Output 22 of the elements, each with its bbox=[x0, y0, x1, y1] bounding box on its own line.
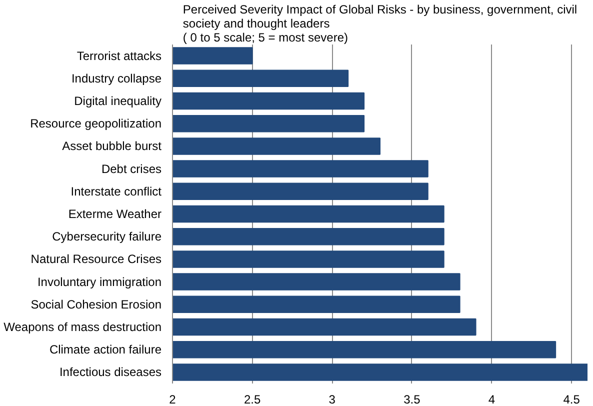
y-tick-label: Natural Resource Crises bbox=[30, 252, 162, 266]
y-tick-label: Exterme Weather bbox=[68, 207, 162, 221]
chart-title: Perceived Severity Impact of Global Risks - by business, government, civil society and thought leaders ( 0 to 5 scale; 5 = most severe) bbox=[182, 2, 578, 44]
x-tick-label: 4.5 bbox=[563, 392, 580, 406]
y-tick-label: Terrorist attacks bbox=[76, 48, 162, 63]
y-tick-label: Involuntary immigration bbox=[37, 274, 162, 289]
y-tick-label: Weapons of mass destruction bbox=[4, 320, 162, 334]
y-tick-label: Asset bubble burst bbox=[62, 139, 162, 154]
x-tick-label: 3.5 bbox=[404, 392, 421, 406]
y-tick-label: Industry collapse bbox=[71, 71, 162, 86]
y-tick-label: Digital inequality bbox=[74, 94, 162, 108]
x-tick-label: 2 bbox=[169, 392, 176, 406]
x-tick-label: 4 bbox=[488, 392, 496, 406]
y-tick-label: Social Cohesion Erosion bbox=[30, 297, 162, 312]
y-tick-label: Cybersecurity failure bbox=[52, 230, 162, 244]
y-tick-label: Climate action failure bbox=[49, 342, 162, 357]
x-tick-label: 3 bbox=[328, 392, 336, 406]
y-tick-label: Infectious diseases bbox=[59, 365, 162, 380]
x-tick-label: 2.5 bbox=[244, 392, 261, 406]
y-tick-label: Resource geopolitization bbox=[30, 116, 162, 131]
y-tick-label: Debt crises bbox=[101, 162, 162, 176]
y-tick-label: Interstate conflict bbox=[70, 184, 162, 198]
